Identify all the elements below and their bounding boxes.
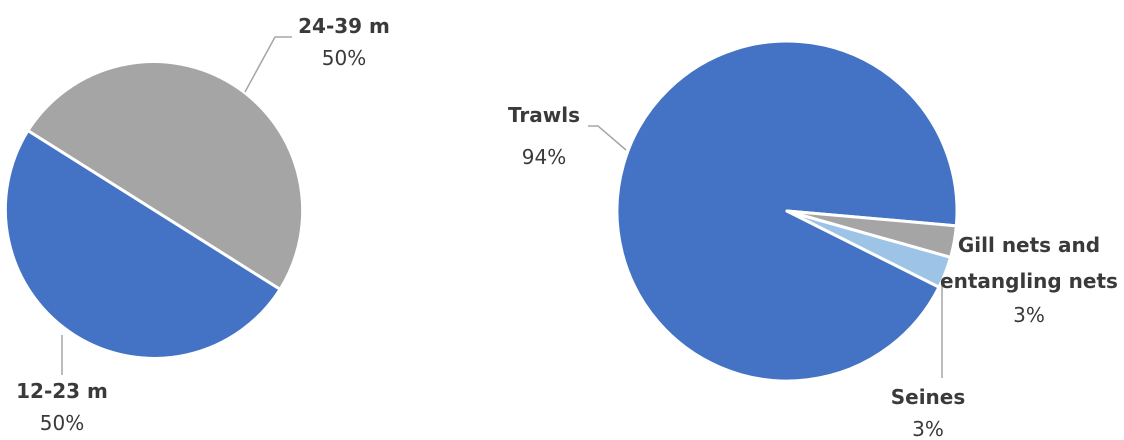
label-name-24-39m: 24-39 m (298, 14, 390, 38)
label-value-24-39m: 50% (322, 46, 366, 70)
label-name-trawls: Trawls (508, 103, 580, 127)
label-name-seines: Seines (891, 385, 966, 409)
leader-line-trawls (588, 125, 627, 151)
leader-line-24-39m (244, 36, 292, 93)
pie-slice-12-23m[interactable] (3, 129, 282, 360)
pie-chart-vessel-length: 24-39 m 50% 12-23 m 50% (3, 14, 390, 435)
label-name-gill-nets-line1: Gill nets and (958, 233, 1100, 257)
label-value-12-23m: 50% (40, 411, 84, 435)
label-name-gill-nets-line2: entangling nets (940, 269, 1118, 293)
pie-slice-gill-nets[interactable] (785, 209, 958, 259)
label-value-gill-nets: 3% (1013, 303, 1045, 327)
pie-slice-24-39m[interactable] (26, 60, 305, 291)
label-name-12-23m: 12-23 m (16, 379, 108, 403)
label-value-seines: 3% (912, 417, 944, 440)
label-value-trawls: 94% (522, 145, 566, 169)
pie-chart-gear-type: Trawls 94% Seines 3% Gill nets and entan… (508, 39, 1118, 440)
